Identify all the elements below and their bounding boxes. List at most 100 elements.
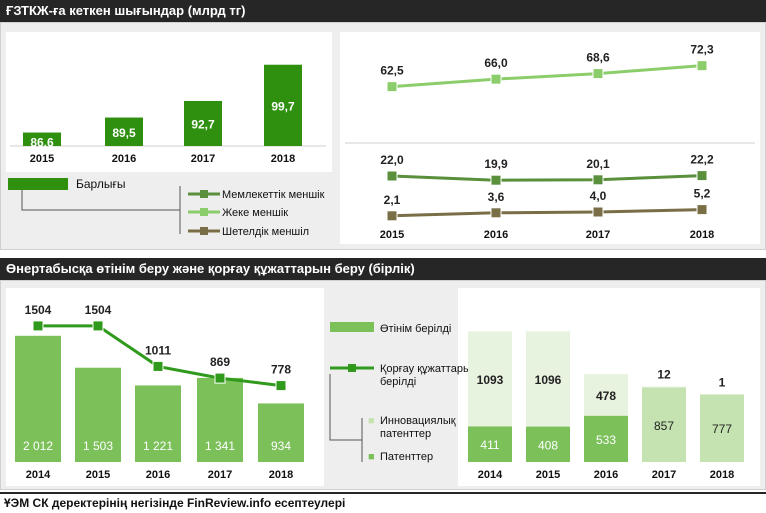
- line-series-2: [391, 208, 703, 218]
- line-point-label: 22,0: [380, 153, 404, 167]
- legend-foreign-label: Шетелдік меншіл: [222, 226, 309, 238]
- granted-point-label: 1504: [25, 303, 52, 317]
- line-point-label: 3,6: [488, 190, 505, 204]
- applications-tick-label: 2017: [208, 469, 232, 481]
- granted-point-label: 1504: [85, 303, 112, 317]
- line-point-label: 72,3: [690, 43, 714, 57]
- lines-tick-label: 2015: [380, 229, 404, 241]
- granted-point: [92, 320, 104, 332]
- line-point: [490, 174, 502, 186]
- legend-granted-label: Қорғау құжаттары берілді: [380, 363, 471, 388]
- applications-tick-label: 2014: [26, 469, 51, 481]
- stack-tick-label: 2017: [652, 469, 676, 481]
- source-note: ҰЭМ СК деректерінің негізінде FinReview.…: [0, 492, 766, 513]
- applications-tick-label: 2015: [86, 469, 110, 481]
- line-point: [696, 204, 708, 216]
- patent-bar-2014: [468, 426, 512, 462]
- legend-bracket-bottom: [329, 374, 362, 441]
- innovation-bar-label: 1093: [477, 373, 504, 387]
- application-bar-2015: [75, 367, 121, 462]
- rnd-tick-label: 2017: [191, 153, 215, 165]
- line-point: [490, 73, 502, 85]
- rnd-total-bars: 86,6 2015 89,5 2016 92,7 2017 99,7 2018: [10, 64, 326, 165]
- legend-foreign-marker: [200, 227, 208, 235]
- legend-innovation-bullet: ■: [368, 415, 375, 427]
- legend-patents-bullet: ■: [368, 451, 375, 463]
- applications-tick-label: 2018: [269, 469, 293, 481]
- line-point: [386, 210, 398, 222]
- application-bar-label: 934: [271, 439, 291, 453]
- patent-bar-label: 777: [712, 422, 732, 436]
- line-point: [386, 170, 398, 182]
- granted-point: [275, 380, 287, 392]
- rnd-bar-2016: [105, 117, 143, 146]
- rnd-bar-label: 86,6: [30, 136, 54, 150]
- legend-applications-swatch: [330, 322, 374, 332]
- rnd-bar-2015: [23, 132, 61, 146]
- innovation-bar-label: 1096: [535, 373, 562, 387]
- lines-tick-label: 2018: [690, 229, 714, 241]
- line-point: [592, 68, 604, 80]
- granted-point: [214, 372, 226, 384]
- patent-bar-label: 411: [480, 438, 499, 452]
- rnd-bar-label: 99,7: [271, 99, 295, 113]
- line-point: [592, 206, 604, 218]
- granted-point: [152, 360, 164, 372]
- application-bar-label: 1 221: [143, 439, 173, 453]
- legend-private-label: Жеке меншік: [222, 207, 288, 219]
- line-point: [696, 170, 708, 182]
- line-point: [696, 60, 708, 72]
- stack-tick-label: 2018: [710, 469, 734, 481]
- patent-bar-2017: [642, 387, 686, 462]
- application-bar-2017: [197, 377, 243, 462]
- innovation-bar-2017: [642, 386, 686, 388]
- line-point: [592, 174, 604, 186]
- line-point-label: 20,1: [586, 157, 610, 171]
- applications-bars: 2 012 2014 1 503 2015 1 221 2016 1 341 2017 934 2…: [15, 303, 304, 481]
- application-bar-label: 2 012: [23, 439, 53, 453]
- section-title-rnd: ҒЗТКЖ-ға кеткен шығындар (млрд тг): [0, 0, 766, 22]
- line-point-label: 19,9: [484, 157, 508, 171]
- line-series-1: [391, 174, 703, 182]
- innovation-bar-label: 12: [657, 368, 671, 382]
- legend-innovation-label: Инновациялық патенттер: [380, 415, 456, 440]
- application-bar-label: 1 341: [205, 439, 235, 453]
- rnd-tick-label: 2015: [30, 153, 54, 165]
- line-point-label: 5,2: [694, 187, 711, 201]
- application-bar-2018: [258, 403, 304, 462]
- line-point-label: 66,0: [484, 56, 508, 70]
- lines-tick-label: 2017: [586, 229, 610, 241]
- rnd-bar-2018: [264, 64, 302, 146]
- patents-stacked-bars: 411 1093 2014 408 1096 2015 533 478 2016 857 12 201…: [468, 331, 744, 481]
- patent-bar-2015: [526, 426, 570, 462]
- patent-bar-label: 857: [654, 419, 674, 433]
- rnd-bar-label: 92,7: [191, 117, 215, 131]
- stack-tick-label: 2015: [536, 469, 560, 481]
- stack-tick-label: 2014: [478, 469, 503, 481]
- granted-point-label: 778: [271, 363, 291, 377]
- application-bar-label: 1 503: [83, 439, 113, 453]
- rnd-tick-label: 2016: [112, 153, 136, 165]
- section-title-patents: Өнертабысқа өтінім беру және қорғау құжа…: [0, 258, 766, 280]
- legend-total-label: Барлығы: [76, 177, 125, 191]
- innovation-bar-2015: [526, 331, 570, 427]
- legend-total-swatch: [8, 178, 68, 190]
- granted-point-label: 869: [210, 355, 230, 369]
- patent-bar-2018: [700, 394, 744, 462]
- legend-state-marker: [200, 190, 208, 198]
- patent-bar-label: 533: [596, 433, 616, 447]
- stack-tick-label: 2016: [594, 469, 618, 481]
- line-point-label: 68,6: [586, 51, 610, 65]
- granted-point-label: 1011: [145, 343, 171, 357]
- granted-point: [32, 320, 44, 332]
- line-series-0: [391, 64, 703, 89]
- applications-tick-label: 2016: [146, 469, 170, 481]
- legend-patents-label: Патенттер: [380, 451, 433, 463]
- innovation-bar-label: 1: [719, 375, 726, 389]
- line-point-label: 2,1: [384, 193, 401, 207]
- line-point: [386, 81, 398, 93]
- patent-bar-2016: [584, 415, 628, 462]
- line-point-label: 22,2: [690, 153, 714, 167]
- rnd-tick-label: 2018: [271, 153, 295, 165]
- line-point-label: 62,5: [380, 64, 404, 78]
